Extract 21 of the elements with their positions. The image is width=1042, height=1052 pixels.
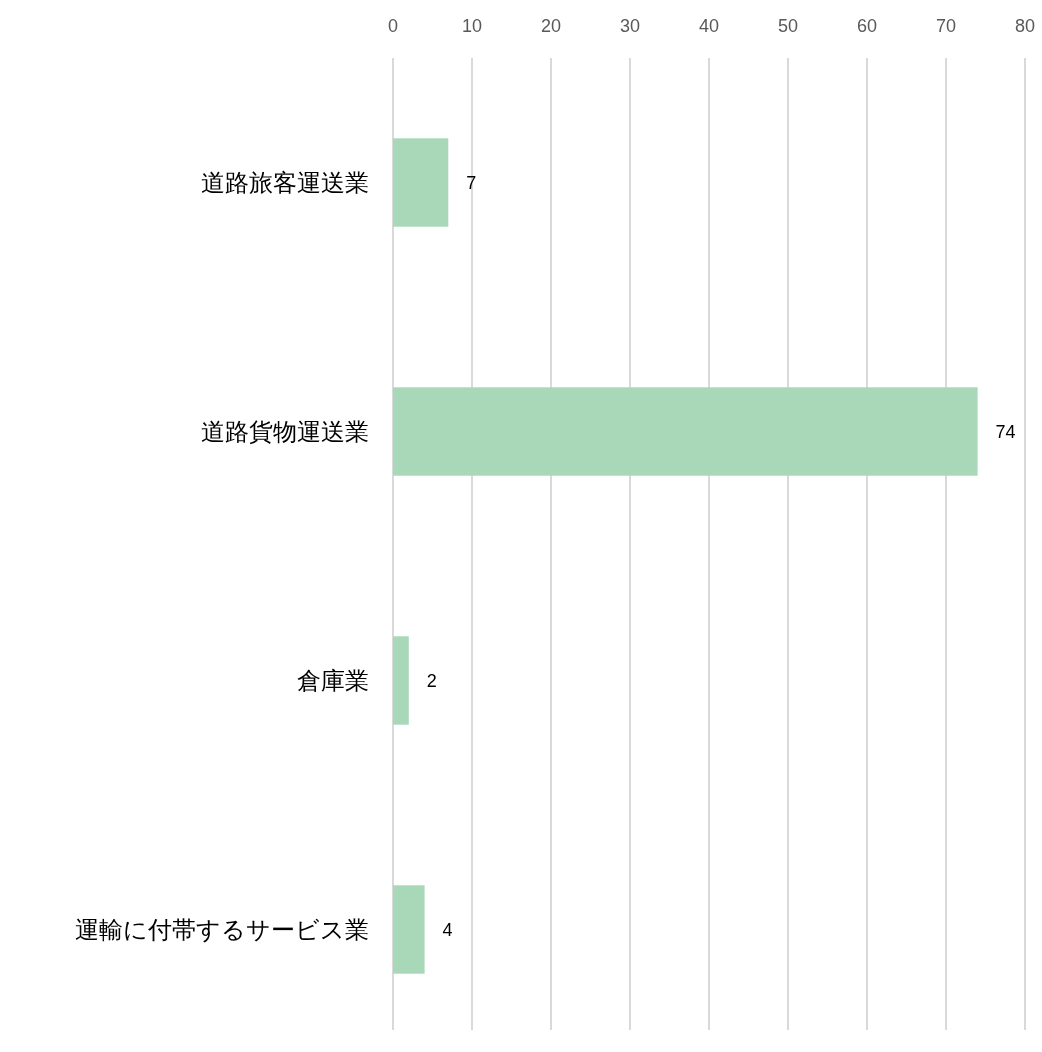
data-label: 4 (442, 919, 453, 940)
y-tick-label: 倉庫業 (297, 667, 369, 694)
data-label: 2 (426, 670, 437, 691)
data-label: 74 (995, 421, 1016, 442)
x-tick-label: 80 (1014, 16, 1036, 36)
x-tick-label: 70 (935, 16, 957, 36)
x-tick-label: 50 (777, 16, 799, 36)
x-tick-label: 40 (698, 16, 720, 36)
x-tick-label: 20 (540, 16, 562, 36)
bar (393, 138, 449, 227)
bar (393, 636, 409, 725)
x-tick-label: 60 (856, 16, 878, 36)
bar (393, 387, 978, 476)
y-tick-label: 運輸に付帯するサービス業 (75, 916, 369, 943)
bar (393, 885, 425, 974)
data-label: 7 (466, 172, 477, 193)
x-tick-label: 10 (461, 16, 483, 36)
x-tick-label: 0 (387, 16, 399, 36)
y-tick-label: 道路旅客運送業 (201, 169, 369, 196)
x-tick-label: 30 (619, 16, 641, 36)
y-tick-label: 道路貨物運送業 (201, 418, 369, 445)
